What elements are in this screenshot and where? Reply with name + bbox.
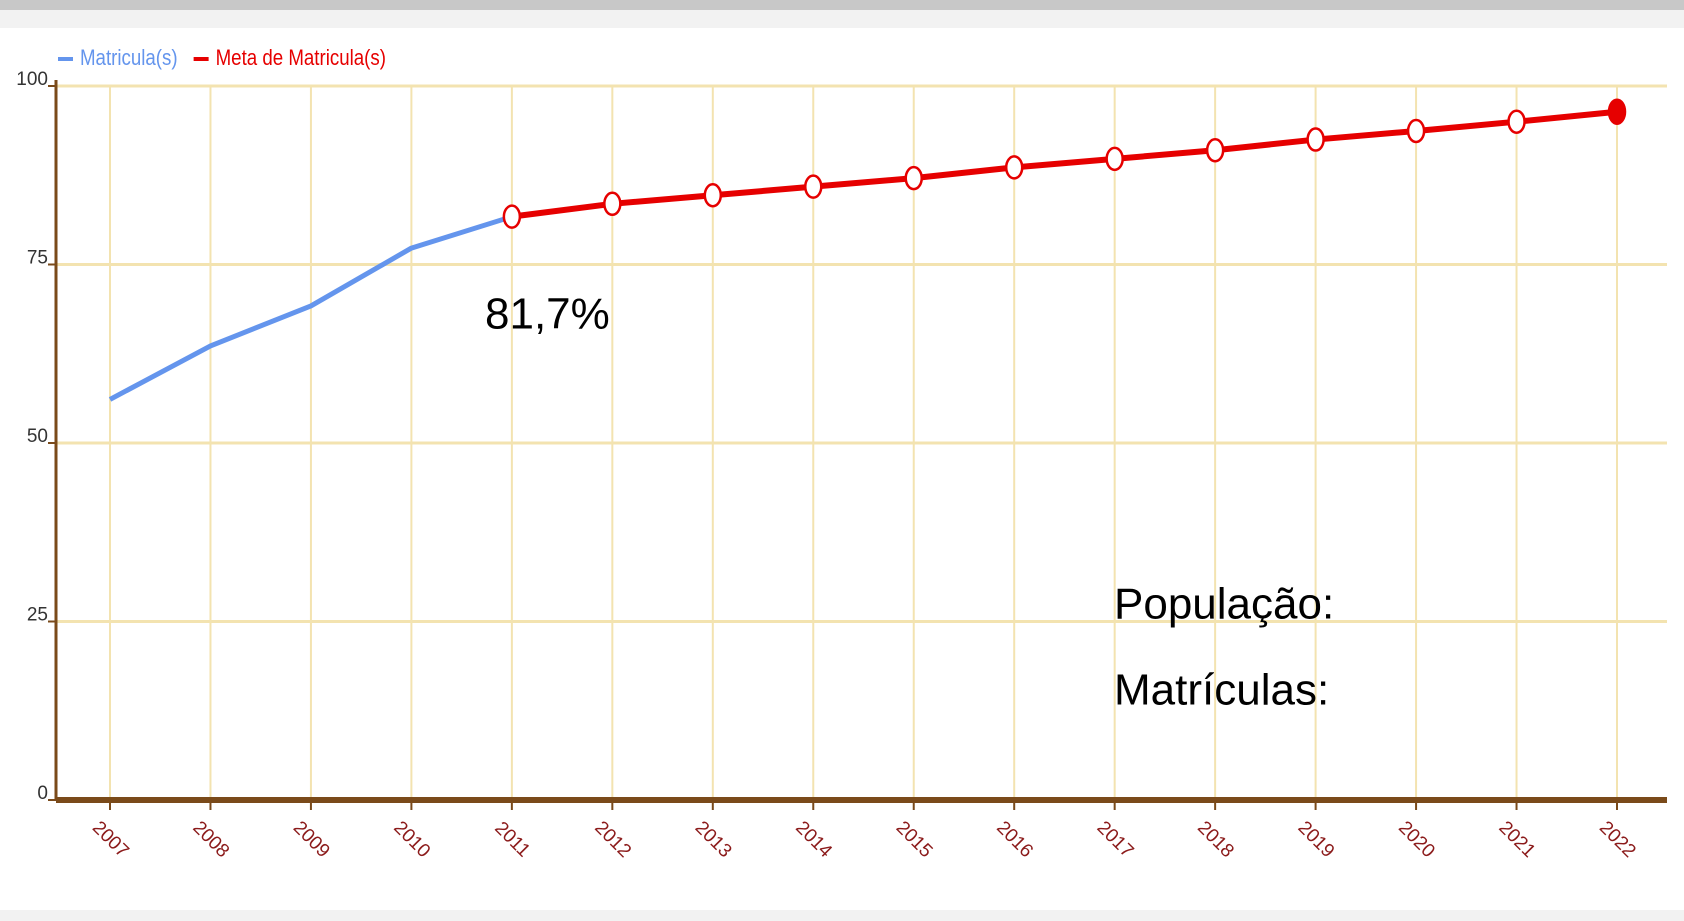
x-tick-label: 2016 [992,817,1037,862]
point-marker [603,191,622,217]
x-tick-label: 2009 [289,817,334,862]
point-marker [804,174,823,199]
top-band [0,10,1684,28]
x-tick-label: 2011 [490,818,534,862]
x-tick-label: 2014 [791,817,836,862]
point-marker [1205,138,1225,163]
bottom-band [0,910,1684,921]
series-line [511,108,1618,220]
annotation: 81,7% [485,290,610,339]
x-tick-label: 2022 [1595,817,1640,862]
point-marker [1004,155,1024,180]
x-tick-label: 2012 [590,817,635,862]
point-marker [1607,98,1627,125]
x-tick-label: 2015 [892,817,937,862]
point-marker [502,204,522,229]
x-tick-label: 2017 [1093,817,1138,862]
y-tick-label: 100 [16,69,48,90]
point-marker [1105,146,1124,172]
annotation: População: [1114,580,1334,629]
y-tick-label: 75 [27,248,48,269]
legend-label: Meta de Matricula(s) [216,46,386,70]
y-tick-label: 25 [27,605,48,626]
x-tick-label: 2007 [88,817,133,862]
point-marker [904,165,923,191]
y-tick-label: 0 [37,783,48,804]
x-tick-label: 2010 [389,817,434,862]
x-tick-label: 2008 [188,817,233,862]
top-bar [0,0,1684,10]
x-tick-label: 2019 [1294,817,1339,862]
x-tick-label: 2020 [1394,817,1439,862]
annotation: Matrículas: [1114,666,1329,715]
series-line [108,214,513,402]
x-tick-label: 2013 [691,817,736,862]
legend-label: Matricula(s) [80,46,178,70]
point-marker [1406,118,1426,144]
point-marker [1507,109,1526,134]
x-tick-label: 2021 [1495,817,1540,862]
point-marker [703,182,723,208]
y-tick-label: 50 [27,426,48,447]
point-marker [1306,127,1325,152]
x-tick-label: 2018 [1193,817,1238,862]
